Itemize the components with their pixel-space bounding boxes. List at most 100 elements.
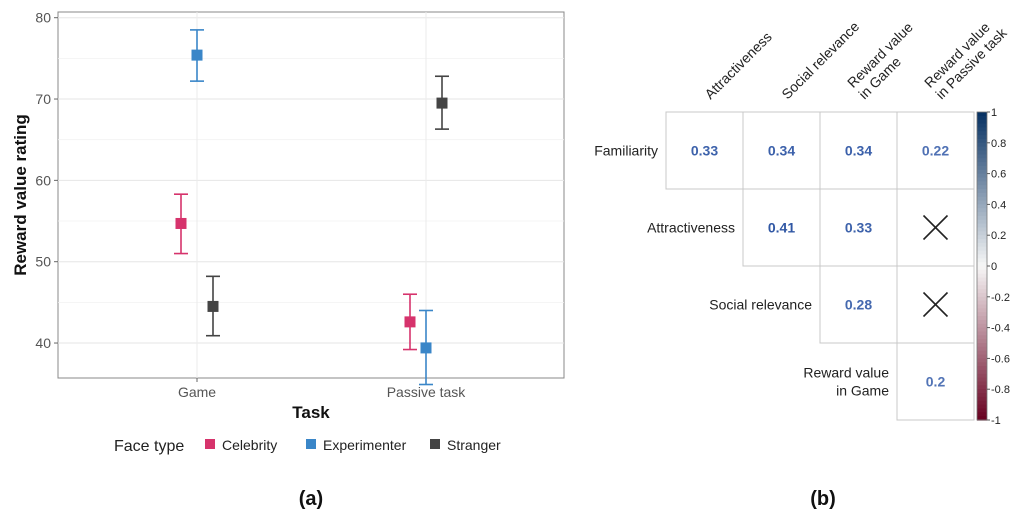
- y-tick-label: 70: [35, 91, 51, 107]
- colorbar-segment: [977, 142, 987, 148]
- colorbar-segment: [977, 296, 987, 302]
- legend-swatch: [306, 439, 316, 449]
- colorbar-segment: [977, 223, 987, 229]
- colorbar-segment: [977, 189, 987, 194]
- colorbar-segment: [977, 316, 987, 321]
- gridlines: [58, 12, 564, 378]
- colorbar-segment: [977, 138, 987, 144]
- colorbar-segment: [977, 369, 987, 375]
- colorbar-segment: [977, 231, 987, 236]
- matrix-cell: [665, 111, 744, 190]
- colorbar-segment: [977, 346, 987, 352]
- colorbar-segment: [977, 200, 987, 205]
- colorbar-tick-label: 0.2: [991, 230, 1006, 242]
- colorbar-segment: [977, 119, 987, 125]
- cell-value: 0.34: [768, 143, 795, 159]
- legend-swatch: [430, 439, 440, 449]
- panel-b-label: (b): [810, 488, 836, 510]
- colorbar-segment: [977, 262, 987, 267]
- colorbar: 1 0.8 0.6 0.4 0.2 0 -0.2 -0.4 -0.6 -0.8 -1: [976, 107, 1010, 427]
- colorbar-segment: [977, 358, 987, 363]
- colorbar-segment: [977, 408, 987, 413]
- cell-value: 0.34: [845, 143, 872, 159]
- matrix-cell: [896, 342, 975, 421]
- colorbar-segment: [977, 308, 987, 313]
- colorbar-segment: [977, 389, 987, 394]
- colorbar-tick-label: 0.8: [991, 138, 1006, 150]
- legend-entry: Stranger: [447, 437, 501, 453]
- colorbar-segment: [977, 185, 987, 190]
- colorbar-segment: [977, 254, 987, 259]
- cell-value: 0.33: [691, 143, 718, 159]
- colorbar-segment: [977, 266, 987, 271]
- colorbar-segment: [977, 319, 987, 325]
- colorbar-segment: [977, 250, 987, 256]
- colorbar-tick-label: 0.6: [991, 169, 1006, 181]
- row-label-line: in Game: [836, 383, 889, 399]
- colorbar-segment: [977, 281, 987, 286]
- colorbar-tick-label: 0: [991, 261, 997, 273]
- y-axis-ticks: 40 50 60 70 80: [35, 10, 58, 351]
- colorbar-segment: [977, 115, 987, 121]
- row-label: Reward value in Game: [803, 365, 889, 399]
- colorbar-segment: [977, 396, 987, 402]
- data-point: [207, 300, 219, 312]
- row-label-line: Social relevance: [709, 297, 812, 313]
- colorbar-tick-label: -0.6: [991, 353, 1010, 365]
- colorbar-segment: [977, 215, 987, 221]
- colorbar-segment: [977, 242, 987, 248]
- colorbar-segment: [977, 339, 987, 344]
- data-point: [175, 217, 187, 229]
- legend-swatch: [205, 439, 215, 449]
- column-label-line: Attractiveness: [701, 29, 774, 102]
- data-point: [420, 342, 432, 354]
- colorbar-segment: [977, 269, 987, 275]
- row-label-line: Familiarity: [594, 143, 658, 159]
- colorbar-segment: [977, 385, 987, 390]
- colorbar-segment: [977, 154, 987, 159]
- row-label: Attractiveness: [647, 220, 735, 236]
- y-tick-label: 60: [35, 172, 51, 188]
- colorbar-segment: [977, 146, 987, 152]
- x-axis-ticks: Game Passive task: [178, 378, 466, 400]
- colorbar-segment: [977, 350, 987, 356]
- nonsignificant-cross: [922, 291, 949, 318]
- row-label: Familiarity: [594, 143, 658, 159]
- colorbar-segment: [977, 366, 987, 371]
- y-tick-label: 40: [35, 335, 51, 351]
- x-tick-label: Game: [178, 384, 216, 400]
- colorbar-segment: [977, 131, 987, 136]
- data-marks: [174, 29, 449, 386]
- colorbar-segment: [977, 331, 987, 336]
- row-label: Social relevance: [709, 297, 812, 313]
- cell-value: 0.28: [845, 297, 872, 313]
- colorbar-segment: [977, 412, 987, 417]
- colorbar-segment: [977, 285, 987, 290]
- y-tick-label: 80: [35, 10, 51, 26]
- colorbar-segment: [977, 204, 987, 209]
- colorbar-segment: [977, 135, 987, 140]
- matrix-cell: [819, 265, 898, 344]
- colorbar-segment: [977, 373, 987, 379]
- matrix-cell: [742, 111, 821, 190]
- colorbar-segment: [977, 165, 987, 171]
- colorbar-segment: [977, 192, 987, 198]
- panel-a-errorbar-chart: 40 50 60 70 80 Game Passive task Reward value…: [11, 10, 565, 510]
- colorbar-segment: [977, 162, 987, 167]
- column-label: Attractiveness: [701, 29, 774, 102]
- colorbar-segment: [977, 277, 987, 282]
- colorbar-segment: [977, 112, 987, 117]
- colorbar-segment: [977, 173, 987, 179]
- colorbar-segment: [977, 323, 987, 329]
- colorbar-segment: [977, 343, 987, 348]
- data-point: [404, 316, 416, 328]
- colorbar-segment: [977, 169, 987, 175]
- column-label-line: Social relevance: [778, 18, 862, 102]
- column-labels: Attractiveness Social relevance Reward val…: [701, 18, 1010, 102]
- colorbar-segment: [977, 127, 987, 132]
- colorbar-segment: [977, 208, 987, 213]
- colorbar-segment: [977, 227, 987, 232]
- colorbar-segment: [977, 416, 987, 421]
